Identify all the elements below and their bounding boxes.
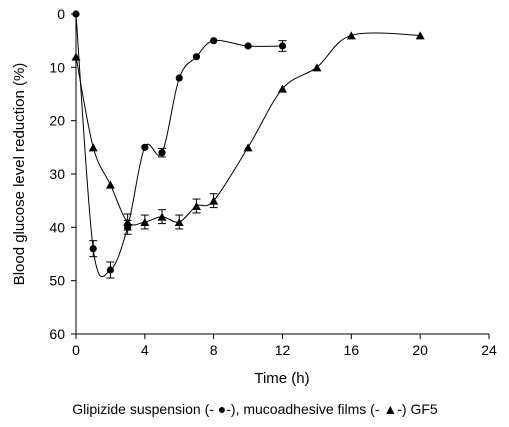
data-point-triangle <box>157 212 167 221</box>
data-point-circle <box>141 143 149 151</box>
series-circle <box>72 10 287 279</box>
x-tick-label-16: 16 <box>344 342 360 358</box>
series-circle-line <box>75 13 283 278</box>
data-point-triangle <box>278 84 287 93</box>
figure-caption: Glipizide suspension (- ●-), mucoadhesiv… <box>72 401 438 417</box>
data-point-triangle <box>71 52 81 61</box>
data-point-triangle <box>346 31 356 40</box>
x-tick-label-20: 20 <box>412 342 428 358</box>
y-axis-title: Blood glucose level reduction (%) <box>11 63 28 286</box>
data-point-triangle <box>312 63 322 72</box>
data-point-circle <box>158 149 166 157</box>
data-point-circle <box>72 10 80 18</box>
y-tick-label-40: 40 <box>49 219 65 235</box>
data-point-circle <box>244 42 252 50</box>
data-point-triangle <box>191 202 201 210</box>
data-point-circle <box>175 74 183 82</box>
x-tick-label-8: 8 <box>210 342 218 358</box>
y-tick-label-0: 0 <box>57 6 65 22</box>
x-tick-label-0: 0 <box>72 342 80 358</box>
series-layer <box>71 10 425 279</box>
data-point-circle <box>192 53 201 61</box>
data-point-circle <box>210 37 218 45</box>
y-tick-label-10: 10 <box>49 59 65 75</box>
data-point-triangle <box>415 31 425 40</box>
x-axis-title: Time (h) <box>254 370 309 387</box>
data-point-triangle <box>88 143 98 152</box>
data-point-triangle <box>174 218 184 226</box>
data-point-triangle <box>243 143 253 152</box>
y-tick-label-60: 60 <box>49 326 65 342</box>
x-tick-label-4: 4 <box>141 342 149 358</box>
y-tick-label-20: 20 <box>49 113 65 129</box>
y-tick-label-30: 30 <box>49 166 65 182</box>
data-point-triangle <box>123 218 133 226</box>
data-point-circle <box>278 42 287 50</box>
series-triangle-line <box>75 32 421 226</box>
data-point-circle <box>106 266 115 274</box>
series-triangle <box>71 31 425 231</box>
x-tick-label-24: 24 <box>481 342 497 358</box>
ticks: 0 4 8 12 16 20 24 0 10 20 30 40 50 60 <box>49 6 497 358</box>
data-point-circle <box>89 245 97 253</box>
data-point-triangle <box>105 180 115 189</box>
data-point-triangle <box>209 196 219 205</box>
data-point-triangle <box>140 218 150 226</box>
x-tick-label-12: 12 <box>275 342 291 358</box>
y-tick-label-50: 50 <box>49 273 65 289</box>
